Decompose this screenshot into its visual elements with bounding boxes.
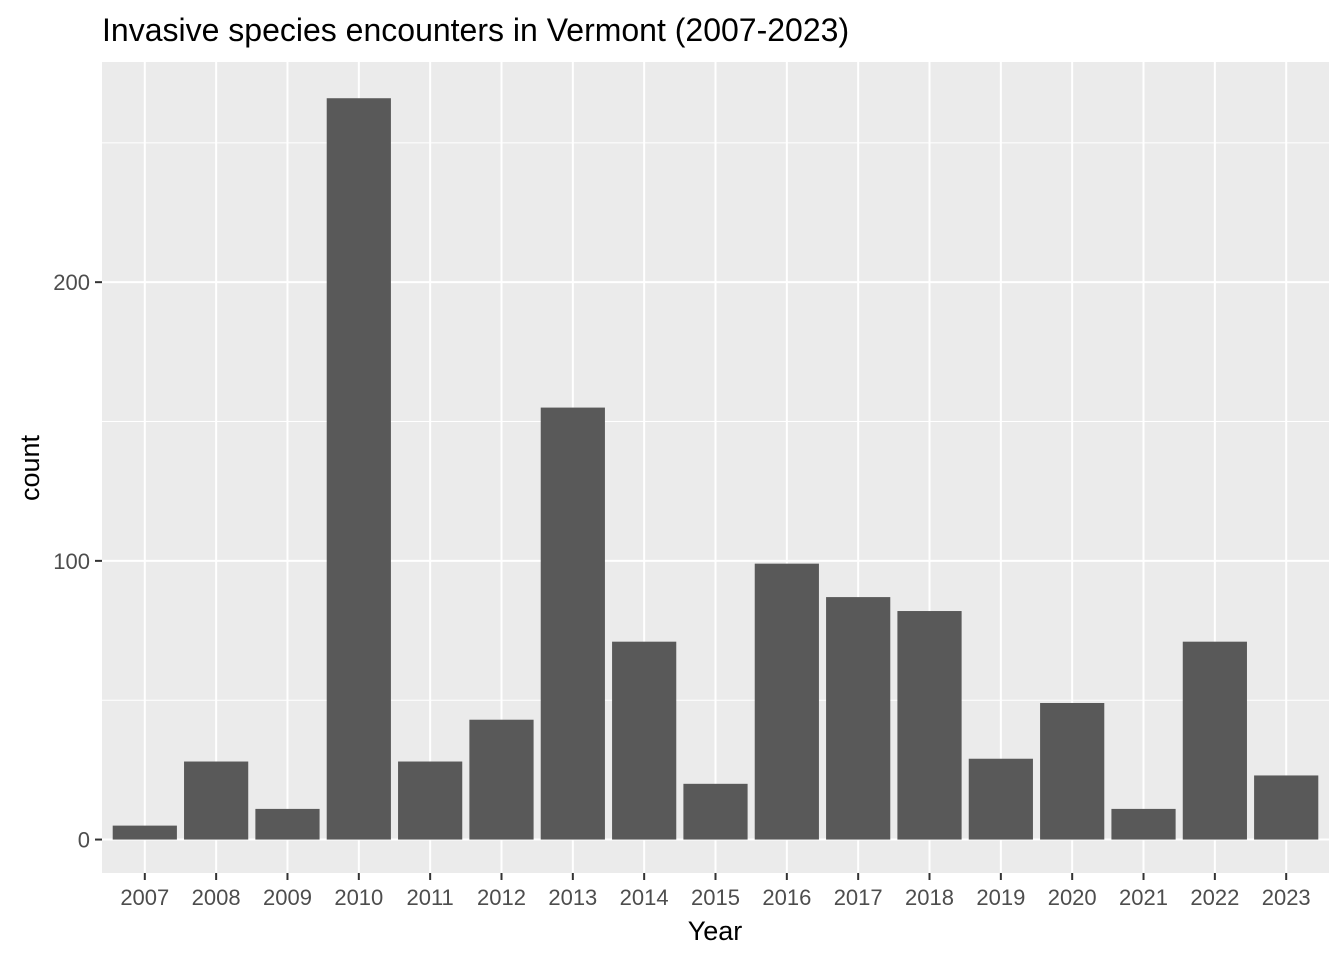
bar-2009 (255, 808, 320, 840)
y-tick-label: 0 (78, 828, 90, 853)
bar-2008 (184, 761, 249, 840)
bar-2018 (897, 611, 962, 840)
bar-2023 (1254, 775, 1319, 840)
chart-title: Invasive species encounters in Vermont (… (102, 12, 849, 48)
bar-2021 (1111, 808, 1176, 840)
x-tick-label: 2017 (834, 885, 883, 910)
x-tick-label: 2009 (263, 885, 312, 910)
y-axis-title: count (15, 434, 45, 501)
x-tick-label: 2020 (1048, 885, 1097, 910)
y-tick-label: 100 (53, 549, 90, 574)
x-tick-label: 2023 (1262, 885, 1311, 910)
bar-2020 (1040, 702, 1105, 840)
bar-2019 (968, 758, 1033, 840)
bar-2015 (683, 783, 748, 840)
x-tick-label: 2018 (905, 885, 954, 910)
y-axis: 0 100 200 (53, 270, 102, 853)
x-tick-label: 2011 (406, 885, 453, 910)
y-tick-label: 200 (53, 270, 90, 295)
bar-2007 (112, 825, 177, 840)
bar-2014 (612, 641, 677, 840)
bar-2010 (326, 98, 391, 840)
bar-2017 (826, 597, 891, 840)
x-tick-label: 2014 (620, 885, 669, 910)
x-tick-label: 2016 (762, 885, 811, 910)
x-tick-label: 2007 (120, 885, 169, 910)
x-tick-label: 2013 (548, 885, 597, 910)
x-tick-label: 2010 (334, 885, 383, 910)
x-tick-label: 2022 (1190, 885, 1239, 910)
x-axis: 2007 2008 2009 2010 2011 2012 2013 2014 2015 2016… (120, 873, 1311, 910)
bar-2016 (754, 563, 819, 840)
x-tick-label: 2021 (1119, 885, 1168, 910)
bar-2013 (540, 407, 605, 840)
bar-2022 (1182, 641, 1247, 840)
x-tick-label: 2019 (976, 885, 1025, 910)
x-tick-label: 2015 (691, 885, 740, 910)
x-tick-label: 2008 (192, 885, 241, 910)
bars (112, 98, 1319, 840)
bar-2011 (398, 761, 463, 840)
bar-2012 (469, 719, 534, 840)
x-axis-title: Year (688, 916, 743, 946)
x-tick-label: 2012 (477, 885, 526, 910)
